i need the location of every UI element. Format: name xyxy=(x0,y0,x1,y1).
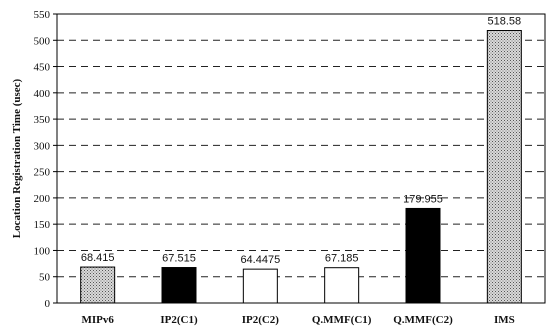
category-label: MIPv6 xyxy=(81,314,114,326)
x-axis-categories: MIPv6 IP2(C1) IP2(C2) Q.MMF(C1) Q.MMF(C2) IMS xyxy=(81,314,514,326)
bars xyxy=(80,30,522,304)
y-tick-label: 250 xyxy=(34,167,51,179)
y-tick-label: 150 xyxy=(34,219,51,231)
y-tick-label: 200 xyxy=(34,193,51,205)
bar xyxy=(80,266,116,304)
y-tick-label: 450 xyxy=(34,62,51,74)
y-tick-label: 50 xyxy=(39,272,51,284)
y-tick-label: 550 xyxy=(34,9,51,21)
data-label: 518.58 xyxy=(488,16,522,28)
y-axis-ticks: 0 50 100 150 200 250 300 350 400 450 500 550 xyxy=(34,9,57,310)
y-tick-label: 300 xyxy=(34,140,51,152)
category-label: Q.MMF(C2) xyxy=(393,314,453,326)
plot-area-frame xyxy=(56,13,546,304)
data-label: 179.955 xyxy=(403,193,443,205)
data-label: 68.415 xyxy=(81,252,115,264)
y-tick-label: 0 xyxy=(45,298,51,310)
category-label: IP2(C2) xyxy=(242,314,280,326)
y-tick-label: 500 xyxy=(34,35,51,47)
y-axis-label: Location Registration Time (usec) xyxy=(11,78,23,238)
y-tick-label: 100 xyxy=(34,245,51,257)
data-label: 64.4475 xyxy=(240,254,280,266)
bar xyxy=(161,267,197,304)
bar xyxy=(405,207,441,304)
category-label: IP2(C1) xyxy=(160,314,198,326)
bar xyxy=(242,268,278,304)
bar xyxy=(324,267,360,304)
gridlines xyxy=(57,39,545,278)
data-label: 67.185 xyxy=(325,253,359,265)
category-label: Q.MMF(C1) xyxy=(312,314,372,326)
data-label: 67.515 xyxy=(162,253,196,265)
y-tick-label: 400 xyxy=(34,88,51,100)
y-tick-label: 350 xyxy=(34,114,51,126)
data-labels: 68.415 67.515 64.4475 67.185 179.955 518.58 xyxy=(81,16,521,267)
bar xyxy=(486,30,522,304)
category-label: IMS xyxy=(494,314,515,326)
